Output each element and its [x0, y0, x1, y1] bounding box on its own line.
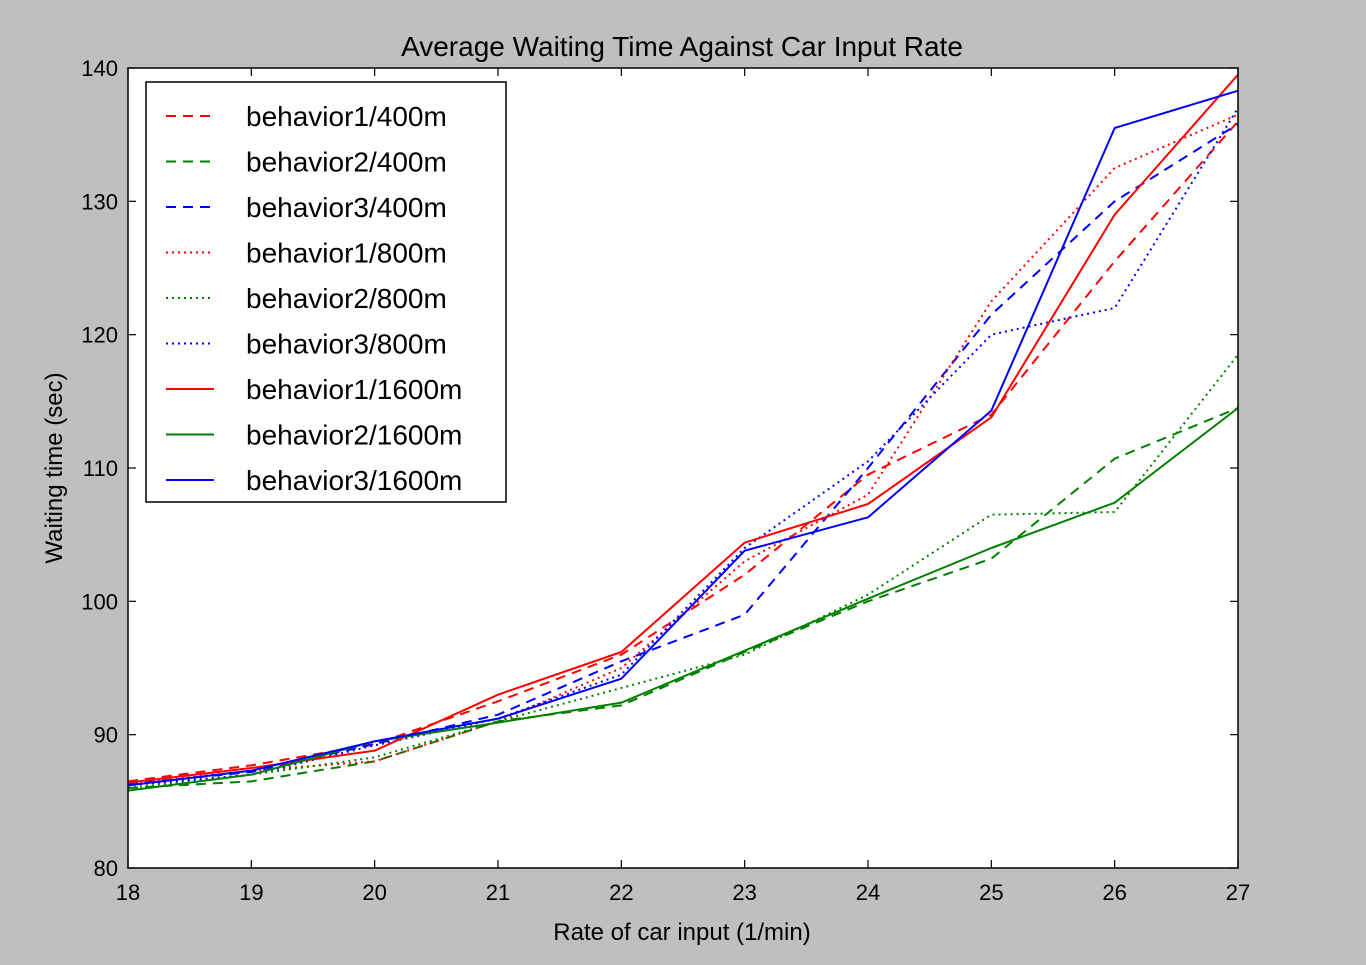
series-line-behavior2-400m [127, 407, 1239, 789]
x-tick-label: 25 [979, 880, 1003, 905]
series-lines [127, 74, 1239, 792]
legend-label: behavior2/800m [246, 283, 447, 314]
legend-label: behavior2/1600m [246, 420, 462, 451]
y-tick-label: 140 [81, 56, 118, 81]
x-tick-label: 21 [486, 880, 510, 905]
x-tick-label: 18 [116, 880, 140, 905]
series-line-behavior1-800m [127, 113, 1239, 785]
x-tick-label: 19 [239, 880, 263, 905]
legend-box [145, 81, 507, 503]
x-axis-label: Rate of car input (1/min) [553, 919, 810, 946]
legend: behavior1/400m behavior2/400m behavior3/40… [145, 81, 507, 503]
chart-title: Average Waiting Time Against Car Input R… [401, 31, 963, 62]
series-line-behavior2-1600m [127, 407, 1239, 792]
series-line-behavior2-800m [127, 354, 1239, 789]
legend-label: behavior3/1600m [246, 465, 462, 496]
y-tick-label: 80 [94, 856, 118, 881]
x-tick-label: 24 [856, 880, 880, 905]
x-axis: 18 19 20 21 22 23 24 25 26 27 [116, 68, 1250, 905]
y-tick-label: 100 [81, 589, 118, 614]
y-tick-label: 110 [83, 456, 118, 481]
x-tick-label: 20 [362, 880, 386, 905]
y-tick-label: 90 [94, 723, 118, 748]
legend-label: behavior3/400m [246, 192, 447, 223]
x-tick-label: 23 [732, 880, 756, 905]
y-tick-label: 120 [81, 323, 118, 348]
x-tick-label: 27 [1226, 880, 1250, 905]
x-tick-label: 26 [1102, 880, 1126, 905]
legend-label: behavior3/800m [246, 329, 447, 360]
legend-label: behavior2/400m [246, 147, 447, 178]
y-axis: 80 90 100 110 120 130 140 [81, 56, 1238, 881]
legend-label: behavior1/800m [246, 238, 447, 269]
legend-label: behavior1/1600m [246, 374, 462, 405]
series-line-behavior1-1600m [127, 74, 1239, 784]
y-tick-label: 130 [81, 189, 118, 214]
series-line-behavior3-1600m [127, 89, 1239, 787]
legend-label: behavior1/400m [246, 101, 447, 132]
x-tick-label: 22 [609, 880, 633, 905]
y-axis-label: Waiting time (sec) [41, 372, 68, 563]
